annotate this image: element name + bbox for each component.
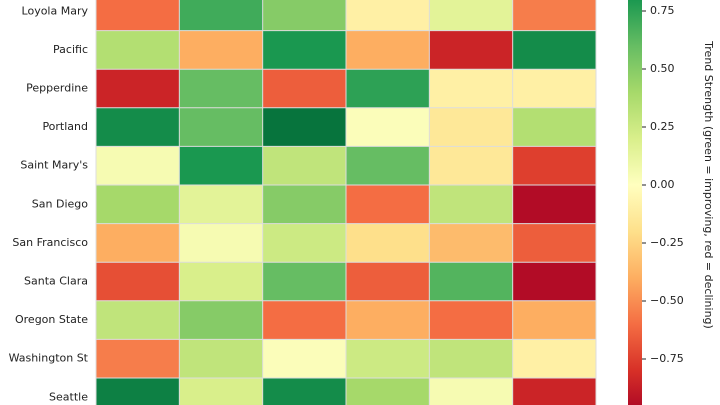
colorbar-label: Trend Strength (green = improving, red =…: [702, 40, 715, 329]
row-label: Oregon State: [15, 313, 88, 326]
row-label: Loyola Mary: [22, 4, 89, 17]
heatmap-cell: [96, 0, 180, 31]
heatmap-cell: [429, 339, 513, 378]
heatmap-cell: [179, 146, 263, 185]
heatmap-cell: [262, 339, 346, 378]
heatmap-cell: [262, 185, 346, 224]
heatmap-cell: [346, 300, 430, 340]
heatmap-cell: [512, 300, 596, 340]
heatmap-cell: [429, 262, 513, 301]
row-label: San Francisco: [12, 236, 88, 249]
heatmap-cell: [96, 69, 180, 108]
heatmap-cell: [179, 185, 263, 224]
row-label: San Diego: [32, 197, 88, 210]
heatmap-cell: [96, 107, 180, 147]
colorbar-tick-label: 0.25: [650, 120, 675, 133]
heatmap-cell: [96, 300, 180, 340]
heatmap-cell: [96, 378, 180, 405]
heatmap-cell: [179, 30, 263, 70]
heatmap-cell: [179, 0, 263, 31]
colorbar-tick-label: −0.75: [650, 352, 684, 365]
row-label: Pepperdine: [26, 82, 88, 95]
heatmap-cell: [262, 300, 346, 340]
heatmap-cell: [179, 262, 263, 301]
heatmap-cell: [179, 223, 263, 263]
heatmap-cell: [429, 378, 513, 405]
heatmap-cell: [429, 0, 513, 31]
row-label: Pacific: [53, 43, 88, 56]
heatmap-cell: [262, 107, 346, 147]
heatmap-cell: [262, 0, 346, 31]
heatmap-cell: [429, 30, 513, 70]
heatmap-cell: [429, 146, 513, 185]
colorbar-tick-label: −0.25: [650, 236, 684, 249]
heatmap-cell: [512, 339, 596, 378]
heatmap-cell: [512, 262, 596, 301]
heatmap-cell: [96, 262, 180, 301]
heatmap-cell: [96, 185, 180, 224]
heatmap-cell: [512, 30, 596, 70]
heatmap-cell: [96, 30, 180, 70]
row-label: Saint Mary's: [20, 159, 88, 172]
colorbar: [628, 0, 642, 405]
heatmap-cell: [179, 300, 263, 340]
heatmap-cell: [346, 30, 430, 70]
heatmap-cell: [346, 339, 430, 378]
colorbar-tick-label: 0.50: [650, 62, 675, 75]
row-label: Seattle: [49, 390, 88, 403]
heatmap-cell: [96, 146, 180, 185]
heatmap-cell: [512, 378, 596, 405]
heatmap-cell: [262, 69, 346, 108]
colorbar-tick-label: 0.75: [650, 4, 675, 17]
heatmap-cell: [179, 69, 263, 108]
heatmap-cell: [262, 262, 346, 301]
heatmap-cell: [346, 262, 430, 301]
heatmap-cell: [512, 185, 596, 224]
heatmap-cell: [429, 107, 513, 147]
heatmap-cell: [346, 0, 430, 31]
heatmap-cell: [179, 339, 263, 378]
colorbar-tick-label: −0.50: [650, 294, 684, 307]
heatmap-cell: [346, 185, 430, 224]
heatmap-cell: [346, 223, 430, 263]
row-label: Washington St: [9, 352, 89, 365]
row-label: Portland: [42, 120, 88, 133]
heatmap-cell: [262, 30, 346, 70]
heatmap-cell: [262, 378, 346, 405]
heatmap-cell: [179, 378, 263, 405]
heatmap-cell: [429, 69, 513, 108]
heatmap-cell: [512, 107, 596, 147]
heatmap-cell: [429, 185, 513, 224]
heatmap-cell: [512, 223, 596, 263]
heatmap-cell: [512, 69, 596, 108]
heatmap-cell: [96, 339, 180, 378]
colorbar-tick-label: 0.00: [650, 178, 675, 191]
row-label: Santa Clara: [24, 275, 88, 288]
heatmap-cell: [512, 146, 596, 185]
heatmap-cell: [346, 146, 430, 185]
heatmap-cell: [262, 223, 346, 263]
heatmap-cell: [346, 107, 430, 147]
heatmap-cell: [262, 146, 346, 185]
heatmap-cell: [346, 378, 430, 405]
heatmap-cell: [346, 69, 430, 108]
heatmap-cell: [179, 107, 263, 147]
heatmap-cell: [429, 223, 513, 263]
heatmap-cell: [429, 300, 513, 340]
heatmap-cell: [512, 0, 596, 31]
heatmap-cell: [96, 223, 180, 263]
